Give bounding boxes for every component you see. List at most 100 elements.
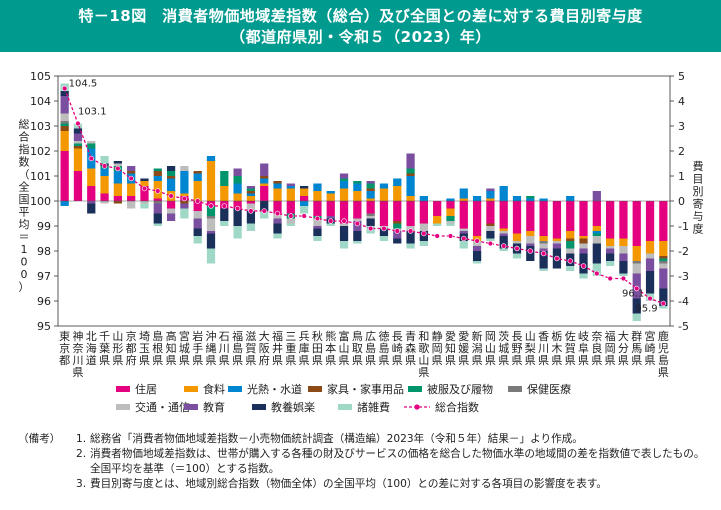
right-tick-label: -4 [678,295,689,308]
bar-segment [220,221,229,226]
left-axis-label-char: 平 [19,206,30,219]
category-label-char: 川 [219,342,230,355]
bar-segment [100,201,109,204]
category-label-char: 県 [485,354,496,367]
bar-segment [539,241,548,244]
left-axis-label-char: 総 [19,117,30,131]
category-label-char: 三 [285,330,296,343]
legend-swatch [116,404,130,410]
bar-segment [433,201,442,216]
category-label-char: 鳥 [352,329,363,343]
category-label-char: 岡 [605,342,616,355]
bar-segment [526,201,535,231]
category-label-char: 山 [112,330,123,343]
bar-segment [87,201,96,204]
bar-segment [353,231,362,241]
bar-segment [645,253,655,259]
bar-segment [406,173,415,176]
bar-segment [326,201,335,216]
bar-segment [127,166,136,171]
legend-label: 教養娯楽 [271,400,315,414]
right-axis-label-char: 費 [693,159,704,173]
bar-segment [300,201,309,206]
bar-segment [539,248,548,251]
bar-segment [140,178,149,181]
category-label-char: 手 [192,341,203,355]
total-index-point [607,275,613,282]
bar-segment [286,188,295,201]
bar-segment [459,188,468,199]
total-index-point [461,235,467,242]
bar-segment [313,218,322,226]
category-label-char: 県 [498,354,509,367]
category-label-char: 長 [512,330,523,343]
category-label: 奈良県 [591,329,602,367]
category-label-char: 分 [618,342,629,355]
category-label-char: 熊 [325,329,336,343]
bar-segment [619,201,628,239]
category-label-char: 長 [392,330,403,343]
bar-segment [486,201,495,224]
category-label: 宮崎県 [645,329,656,367]
bar-segment [313,183,322,191]
left-tick-label: 96 [37,295,51,308]
category-label-char: 根 [152,341,163,355]
left-axis-label-char: 0 [21,268,28,281]
category-label-char: 鹿 [658,329,669,343]
bar-segment [339,223,349,226]
category-label-char: 県 [272,354,283,367]
category-label: 福井県 [272,329,283,367]
total-index-point [288,213,294,219]
bar-segment [206,216,216,219]
bar-segment [353,201,362,219]
category-label-char: 本 [325,341,336,355]
category-label: 宮城県 [179,329,190,367]
bar-segment [526,236,535,244]
category-label: 青森県 [405,330,416,367]
bar-segment [512,196,522,201]
category-label-char: 県 [432,354,443,367]
bar-segment [246,186,256,189]
bar-segment [286,183,295,186]
bar-segment [300,186,309,189]
bar-segment [366,181,375,184]
category-label-char: 高 [166,329,177,343]
legend-swatch [338,404,352,410]
total-index-point [115,165,121,172]
bar-segment [180,171,189,194]
bar-segment [246,196,256,201]
bar-segment [499,233,508,236]
bar-segment [486,226,495,231]
bar-segment [73,143,83,146]
bar-segment [153,201,162,204]
category-label-char: 県 [232,354,243,367]
bar-segment [539,268,548,271]
bar-segment [592,263,601,276]
note-row-3: 3. 費目別寄与度とは、地域別総合指数（物価全体）の全国平均（100）との差に対… [18,477,713,492]
category-label-char: 森 [405,341,416,355]
category-label-char: 媛 [458,341,469,355]
bar-segment [193,218,202,229]
bar-segment [406,196,415,201]
bar-segment [446,216,455,221]
category-label-char: 県 [525,354,536,367]
legend-swatch [508,386,522,392]
bar-segment [220,186,229,201]
bar-segment [566,231,575,239]
bar-segment [459,201,468,229]
bar-segment [273,188,282,201]
bar-segment [499,186,508,201]
bar-segment [406,201,415,226]
bar-segment [512,241,522,244]
category-label-char: 県 [631,354,642,367]
total-index-point [554,255,560,262]
total-index-point [381,225,387,232]
category-label: 千葉県 [99,330,110,367]
category-label: 福岡県 [605,329,616,367]
category-label-char: 佐 [565,329,576,343]
bar-segment [393,223,402,229]
bar-segment [193,201,202,211]
category-label-char: 縄 [206,341,217,355]
bar-segment [127,201,136,209]
